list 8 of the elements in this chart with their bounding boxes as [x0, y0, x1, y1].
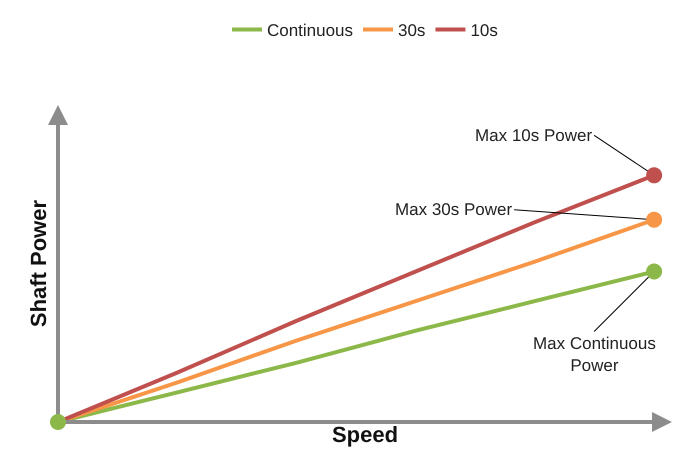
- x-axis-title: Speed: [332, 422, 398, 447]
- annotation: Max Continuous Power: [533, 334, 656, 376]
- y-axis-title: Shaft Power: [26, 200, 51, 328]
- legend-label: 10s: [470, 21, 498, 40]
- annotation: Max 30s Power: [395, 200, 512, 219]
- legend-label: Continuous: [267, 21, 354, 40]
- legend-label: 30s: [398, 21, 426, 40]
- text: Max 10s Power: [475, 126, 592, 145]
